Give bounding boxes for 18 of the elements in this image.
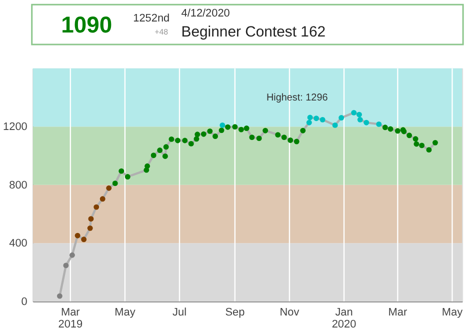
chart-subtitle: 4/12/2020 xyxy=(181,8,230,20)
x-tick-label: Mar xyxy=(388,306,408,318)
x-tick-label: May xyxy=(114,306,136,318)
y-tick-label: 1200 xyxy=(3,121,28,134)
x-tick-label: Jan 2020 xyxy=(332,306,356,330)
x-tick-label: Nov xyxy=(280,306,300,318)
annotation: Highest: 1296 xyxy=(266,92,328,104)
x-tick-label: May xyxy=(442,306,464,318)
chart-title: Beginner Contest 162 xyxy=(181,24,326,41)
y-tick-label: 800 xyxy=(9,179,28,192)
y-tick-label: 400 xyxy=(9,238,28,250)
text: 1090 xyxy=(61,12,112,38)
text: 1252nd xyxy=(133,12,170,25)
x-tick-label: Mar 2019 xyxy=(58,306,83,330)
text: +48 xyxy=(154,28,169,37)
x-tick-label: Sep xyxy=(225,306,245,318)
y-tick-label: 0 xyxy=(21,296,28,308)
x-tick-label: Jul xyxy=(172,306,186,318)
